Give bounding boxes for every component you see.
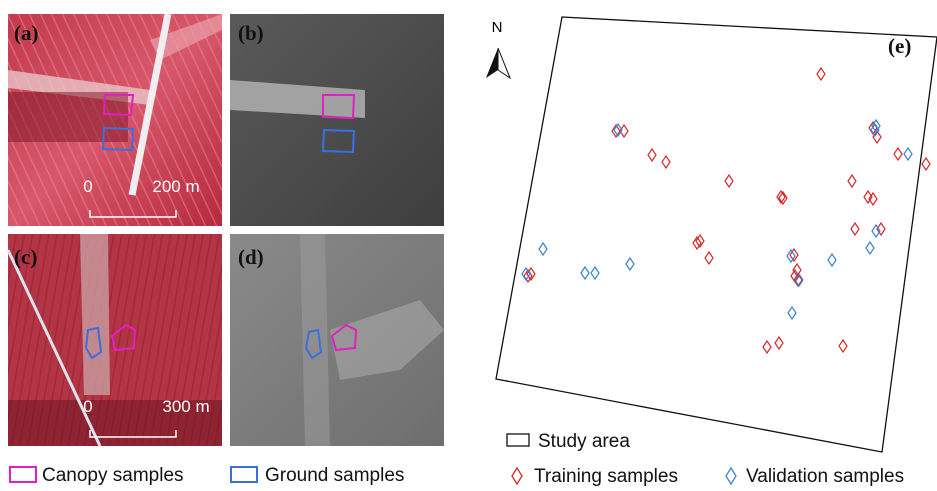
panel-b: (b) (230, 14, 444, 226)
training-sample (778, 190, 788, 206)
panel-label: (d) (238, 245, 264, 269)
training-sample (647, 147, 657, 163)
training-sample (704, 250, 714, 266)
bright-area (330, 300, 444, 380)
validation-sample (870, 122, 880, 138)
canopy-sample (330, 323, 358, 352)
training-sample (868, 191, 878, 207)
training-sample (695, 233, 705, 249)
validation-sample (794, 272, 804, 288)
map: N (e) (486, 16, 937, 453)
validation-sample (521, 266, 531, 282)
strip (300, 234, 330, 446)
training-sample (793, 272, 803, 288)
field (230, 80, 365, 118)
legend-swatch (511, 466, 523, 486)
study-area (495, 16, 937, 453)
training-sample (789, 247, 799, 263)
panel-label: (a) (14, 21, 39, 45)
validation-sample (871, 223, 881, 239)
north-arrow (486, 48, 498, 78)
legend-label: Ground samples (265, 465, 404, 486)
training-sample (692, 235, 702, 251)
dark-field (8, 400, 222, 446)
strip (80, 234, 110, 395)
training-sample (876, 221, 886, 237)
validation-sample (871, 118, 881, 134)
training-sample (774, 335, 784, 351)
validation-sample (580, 265, 590, 281)
ground-sample (321, 128, 356, 154)
panel-a: 0 200 m (a) (8, 13, 222, 226)
scale-end: 200 m (152, 177, 199, 196)
image (230, 14, 444, 226)
validation-sample (625, 256, 635, 272)
panel-c: 0 300 m (c) (6, 234, 222, 447)
panel-label: (e) (888, 34, 911, 58)
canopy-sample (102, 94, 135, 117)
validation-sample (613, 122, 623, 138)
canopy-sample (110, 323, 137, 352)
road (6, 249, 102, 447)
training-sample (776, 189, 786, 205)
north-arrow (497, 47, 512, 80)
training-sample (838, 338, 848, 354)
training-sample (921, 156, 931, 172)
legend-swatch (9, 466, 37, 483)
training-sample (661, 154, 671, 170)
validation-sample (786, 248, 796, 264)
training-sample (893, 146, 903, 162)
dark-field (8, 92, 128, 142)
validation-sample (787, 305, 797, 321)
ground-sample (304, 328, 323, 360)
ground-sample (101, 126, 135, 152)
panel-d: (d) (230, 234, 444, 446)
legend-label: Validation samples (746, 466, 904, 487)
training-sample (816, 66, 826, 82)
panel-label: (c) (14, 245, 37, 269)
legend-swatch (230, 466, 258, 483)
ground-sample (84, 326, 103, 360)
validation-sample (538, 241, 548, 257)
field (150, 14, 222, 60)
legend: Canopy samples Ground samples Study area… (9, 431, 904, 487)
training-sample (850, 221, 860, 237)
training-sample (762, 339, 772, 355)
training-sample (724, 173, 734, 189)
scale-start: 0 (83, 177, 92, 196)
canopy-sample (322, 94, 356, 120)
scale-end: 300 m (162, 397, 209, 416)
legend-label: Study area (538, 431, 630, 452)
scale-bar (89, 430, 177, 438)
north-label: N (492, 19, 503, 36)
legend-swatch (506, 433, 530, 447)
training-sample (847, 173, 857, 189)
legend-label: Canopy samples (42, 465, 184, 486)
validation-sample (827, 252, 837, 268)
validation-sample (903, 146, 913, 162)
training-sample (863, 189, 873, 205)
validation-sample (865, 240, 875, 256)
training-sample (611, 123, 621, 139)
scale-start: 0 (83, 397, 92, 416)
road (128, 13, 172, 196)
panel-label: (b) (238, 21, 264, 45)
validation-sample (590, 265, 600, 281)
legend-label: Training samples (534, 466, 678, 487)
legend-swatch (725, 466, 737, 486)
scale-bar (89, 210, 177, 218)
